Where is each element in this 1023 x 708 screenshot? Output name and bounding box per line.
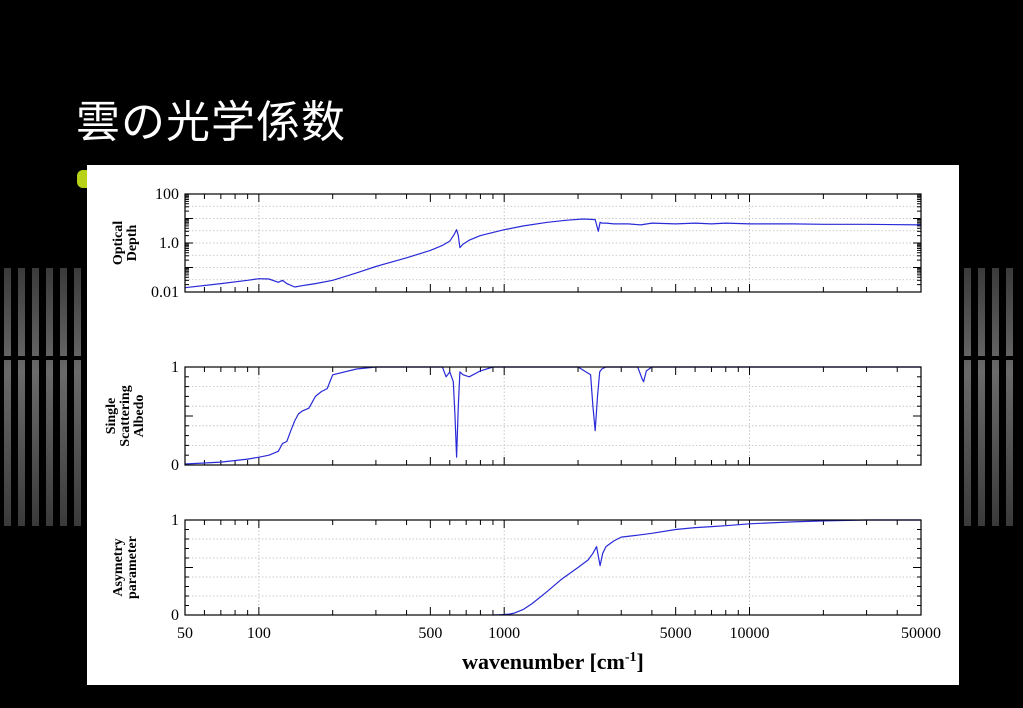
y-axis-label: Asymetry xyxy=(111,538,126,596)
x-tick-label: 50000 xyxy=(901,625,941,642)
chart-svg: 100 1.0 0.01 Optical Depth 1 0 Single Scattering… xyxy=(104,186,941,674)
y-tick-label: 1 xyxy=(171,512,179,529)
y-axis-label: Albedo xyxy=(132,395,147,438)
y-axis-label: Depth xyxy=(125,225,140,262)
slide-title: 雲の光学係数 xyxy=(76,97,346,148)
x-axis-label: wavenumber [cm-1] xyxy=(462,649,644,674)
x-tick-label: 100 xyxy=(247,625,271,642)
y-tick-label: 0.01 xyxy=(151,284,179,301)
x-tick-label: 10000 xyxy=(730,625,770,642)
y-tick-label: 100 xyxy=(155,186,179,203)
y-axis-label: Scattering xyxy=(118,385,133,446)
plot-frame xyxy=(184,193,922,293)
y-axis-label: parameter xyxy=(125,536,140,599)
y-tick-label: 1.0 xyxy=(159,235,179,252)
chart-figure: 100 1.0 0.01 Optical Depth 1 0 Single Scattering… xyxy=(87,165,959,685)
y-tick-label: 0 xyxy=(171,457,179,474)
y-tick-label: 0 xyxy=(171,607,179,624)
x-tick-label: 5000 xyxy=(660,625,692,642)
bullet-marker xyxy=(77,170,88,188)
stripes-left xyxy=(0,268,88,526)
y-axis-label: Single xyxy=(104,398,119,435)
x-tick-label: 1000 xyxy=(488,625,520,642)
x-tick-label: 50 xyxy=(177,625,193,642)
x-tick-label: 500 xyxy=(418,625,442,642)
y-axis-label: Optical xyxy=(111,221,126,265)
series-line xyxy=(184,218,922,289)
plot-frame xyxy=(184,366,922,466)
series-line xyxy=(184,366,921,465)
plot-frame xyxy=(184,519,922,616)
series-line xyxy=(492,519,921,616)
stripes-right xyxy=(960,268,1023,526)
y-tick-label: 1 xyxy=(171,359,179,376)
